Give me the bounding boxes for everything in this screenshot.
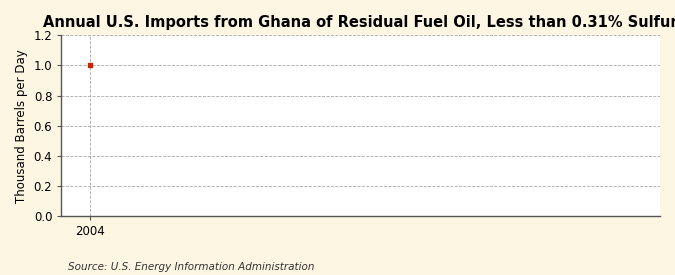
Title: Annual U.S. Imports from Ghana of Residual Fuel Oil, Less than 0.31% Sulfur: Annual U.S. Imports from Ghana of Residu… [43, 15, 675, 30]
Text: Source: U.S. Energy Information Administration: Source: U.S. Energy Information Administ… [68, 262, 314, 272]
Y-axis label: Thousand Barrels per Day: Thousand Barrels per Day [15, 49, 28, 202]
